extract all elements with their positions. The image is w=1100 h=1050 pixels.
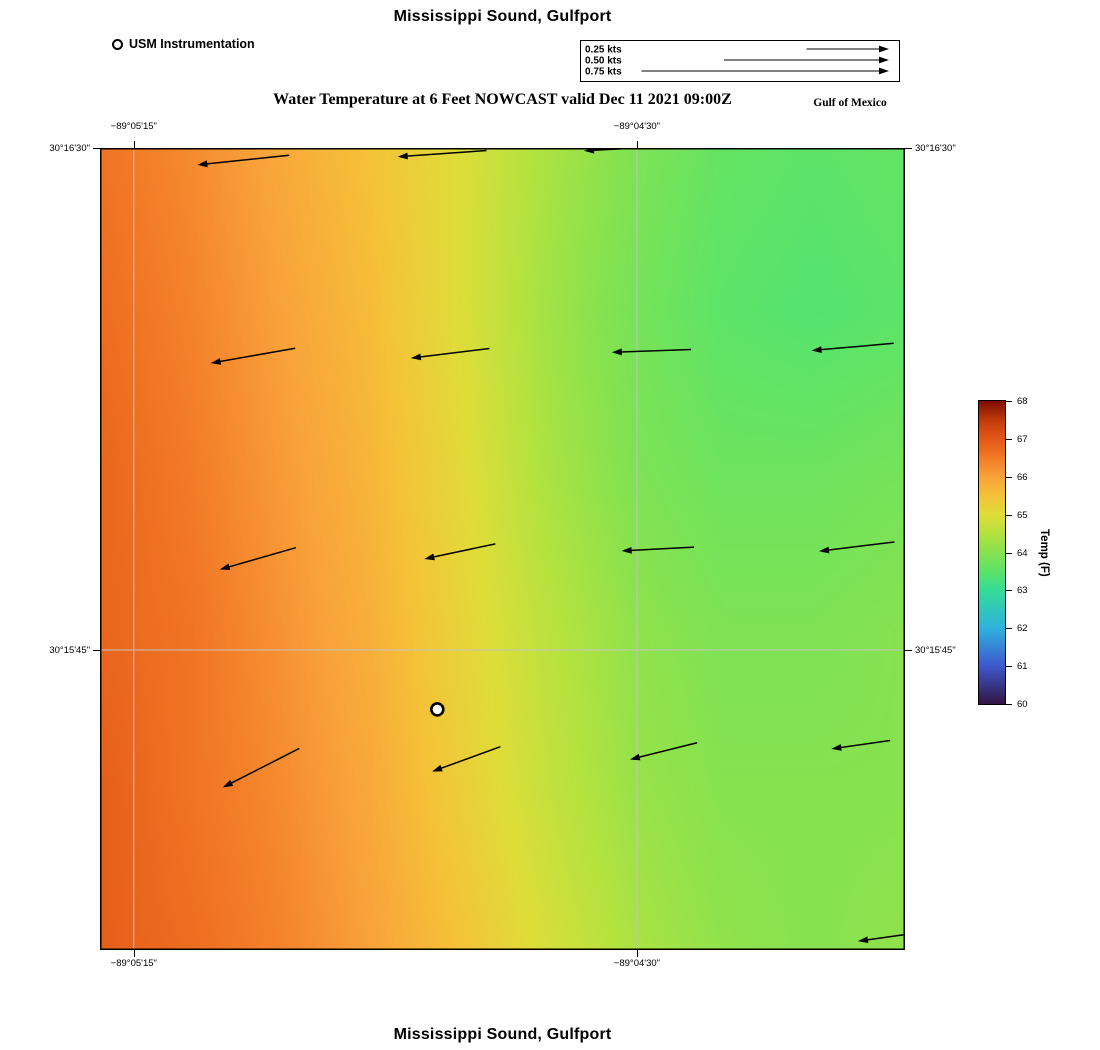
usm-legend-label: USM Instrumentation	[129, 37, 255, 51]
speed-legend-label: 0.50 kts	[585, 56, 622, 67]
colorbar-tick-label: 64	[1017, 547, 1028, 559]
colorbar-tick-mark	[1006, 476, 1012, 478]
axis-tick-label: −89°04'30"	[613, 958, 661, 969]
arrow-shaft	[616, 348, 692, 353]
colorbar-tick-label: 61	[1017, 661, 1028, 673]
heatmap-canvas	[100, 148, 905, 950]
axis-tick-mark	[636, 950, 638, 957]
axis-tick-label: −89°04'30"	[613, 121, 661, 132]
colorbar-tick-mark	[1006, 438, 1012, 440]
arrow-shaft	[836, 739, 891, 749]
map-border	[100, 148, 905, 950]
colorbar-tick-label: 62	[1017, 623, 1028, 635]
colorbar-title: Temp (F)	[1038, 528, 1050, 577]
arrow-shaft	[402, 149, 487, 158]
arrow-head-icon	[879, 56, 889, 64]
arrow-head-icon	[857, 936, 869, 944]
colorbar-tick-mark	[1006, 514, 1012, 516]
map-overlay	[100, 148, 905, 950]
axis-tick-mark	[905, 650, 912, 652]
axis-tick-label: 30°16'30"	[49, 143, 90, 154]
colorbar-tick-mark	[1006, 552, 1012, 554]
axis-tick-mark	[905, 148, 912, 149]
arrow-head-icon	[811, 346, 822, 354]
plot-subtitle: Water Temperature at 6 Feet NOWCAST vali…	[273, 91, 732, 108]
colorbar-tick-label: 60	[1017, 699, 1028, 710]
axis-tick-mark	[93, 148, 100, 149]
axis-tick-label: −89°05'15"	[110, 958, 157, 969]
instrument-marker-icon	[429, 702, 445, 717]
arrow-head-icon	[621, 546, 632, 554]
arrow-head-icon	[397, 152, 408, 160]
arrow-head-icon	[629, 753, 641, 761]
page-title: Mississippi Sound, Gulfport	[393, 8, 612, 25]
arrow-head-icon	[219, 563, 231, 571]
arrow-shaft	[626, 546, 695, 552]
arrow-shaft	[862, 934, 904, 942]
axis-tick-mark	[93, 650, 100, 652]
colorbar-tick-label: 66	[1017, 471, 1028, 483]
arrow-head-icon	[222, 779, 234, 788]
arrow-shaft	[202, 154, 290, 166]
speed-legend: 0.25 kts 0.50 kts 0.75 kts	[580, 40, 900, 82]
region-label: Gulf of Mexico	[813, 97, 887, 109]
arrow-shaft	[436, 746, 501, 771]
arrow-head-icon	[819, 546, 830, 554]
arrow-shaft	[634, 741, 698, 760]
axis-tick-label: 30°15'45"	[49, 645, 90, 657]
bottom-title: Mississippi Sound, Gulfport	[393, 1026, 612, 1043]
colorbar-tick-label: 67	[1017, 433, 1028, 445]
arrow-shaft	[816, 342, 894, 351]
axis-tick-label: 30°15'45"	[915, 645, 956, 657]
arrow-shaft	[429, 543, 496, 559]
axis-tick-mark	[636, 141, 638, 148]
colorbar-tick-label: 68	[1017, 396, 1028, 407]
arrow-head-icon	[197, 160, 208, 168]
speed-legend-label: 0.75 kts	[585, 67, 622, 78]
arrow-shaft	[224, 546, 297, 569]
colorbar-tick-mark	[1006, 666, 1012, 668]
colorbar-tick-mark	[1006, 704, 1012, 705]
arrow-shaft	[215, 347, 296, 364]
axis-tick-label: −89°05'15"	[110, 121, 157, 132]
arrow-head-icon	[831, 744, 842, 751]
arrow-head-icon	[424, 553, 435, 561]
arrow-head-icon	[879, 45, 889, 53]
colorbar-tick-mark	[1006, 401, 1012, 402]
arrow-shaft	[226, 747, 300, 786]
colorbar-tick-mark	[1006, 590, 1012, 592]
colorbar-canvas	[979, 401, 1005, 704]
arrow-head-icon	[410, 353, 422, 361]
circle-marker-icon	[112, 38, 123, 50]
map	[100, 148, 905, 950]
arrow-head-icon	[432, 764, 443, 772]
axis-tick-mark	[133, 141, 135, 148]
arrow-shaft	[415, 347, 490, 359]
colorbar-tick-label: 63	[1017, 585, 1028, 597]
axis-tick-label: 30°16'30"	[915, 143, 956, 154]
usm-legend: USM Instrumentation	[112, 37, 255, 51]
arrow-head-icon	[611, 348, 622, 356]
arrow-head-icon	[879, 67, 889, 75]
axis-tick-mark	[133, 950, 135, 957]
colorbar-tick-label: 65	[1017, 509, 1028, 521]
colorbar	[978, 400, 1006, 705]
colorbar-tick-mark	[1006, 628, 1012, 630]
arrow-shaft	[823, 541, 895, 552]
speed-legend-label: 0.25 kts	[585, 45, 622, 56]
arrow-head-icon	[210, 358, 222, 365]
colorbar-title-wrap: Temp (F)	[1038, 400, 1050, 705]
